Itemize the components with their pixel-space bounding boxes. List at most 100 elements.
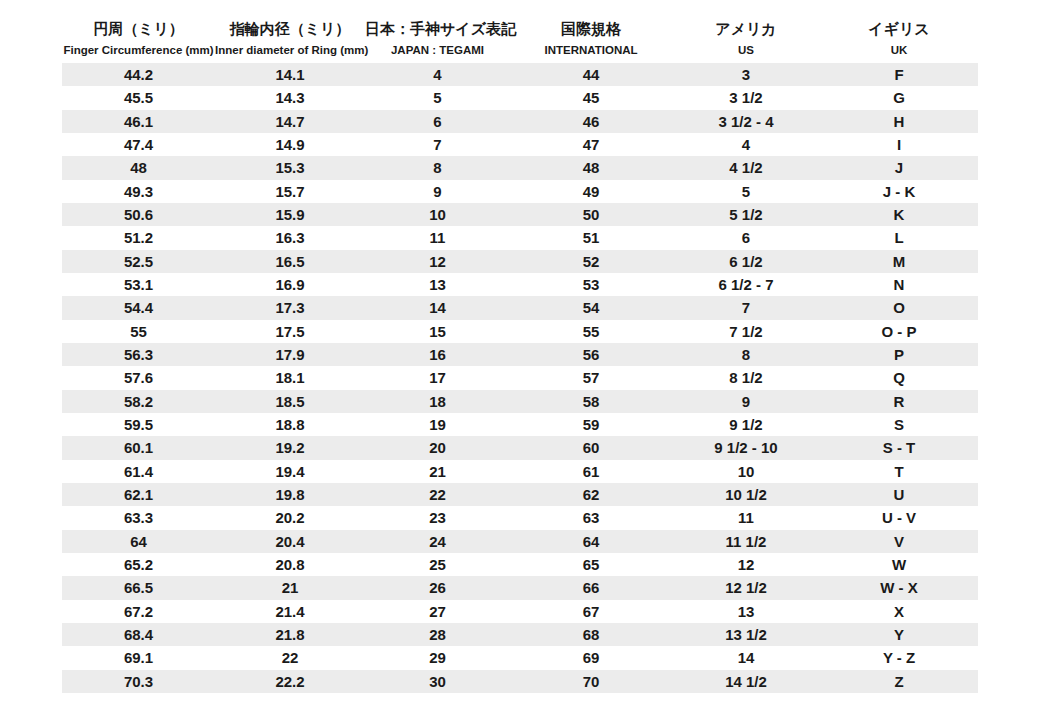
table-row: 5517.515557 1/2O - P — [62, 320, 978, 343]
table-cell: 52.5 — [62, 253, 215, 270]
table-cell: 8 — [672, 346, 820, 363]
header-jp-label: 円周（ミリ） — [62, 16, 215, 42]
table-cell: 56.3 — [62, 346, 215, 363]
table-cell: 69.1 — [62, 649, 215, 666]
table-cell: 14 — [365, 299, 510, 316]
table-cell: 13 — [365, 276, 510, 293]
table-row: 53.116.913536 1/2 - 7N — [62, 273, 978, 296]
table-cell: Y — [820, 626, 978, 643]
table-cell: J - K — [820, 183, 978, 200]
table-cell: 30 — [365, 673, 510, 690]
header-finger-circumference: 円周（ミリ） Finger Circumference (mm) — [62, 16, 215, 59]
table-cell: 48 — [62, 159, 215, 176]
table-cell: 19.4 — [215, 463, 365, 480]
header-en-label: Inner diameter of Ring (mm) — [215, 42, 365, 59]
table-cell: 29 — [365, 649, 510, 666]
table-row: 4815.38484 1/2J — [62, 156, 978, 179]
header-international: 国際規格 INTERNATIONAL — [510, 16, 672, 59]
table-row: 56.317.916568P — [62, 343, 978, 366]
table-cell: 53 — [510, 276, 672, 293]
table-cell: 11 — [365, 229, 510, 246]
table-cell: 4 — [365, 66, 510, 83]
table-cell: 5 1/2 — [672, 206, 820, 223]
table-cell: 57 — [510, 369, 672, 386]
table-cell: 49 — [510, 183, 672, 200]
table-cell: O - P — [820, 323, 978, 340]
table-cell: 4 — [672, 136, 820, 153]
table-cell: W — [820, 556, 978, 573]
table-cell: 6 1/2 — [672, 253, 820, 270]
table-row: 50.615.910505 1/2K — [62, 203, 978, 226]
table-cell: 16 — [365, 346, 510, 363]
table-row: 68.421.8286813 1/2Y — [62, 623, 978, 646]
table-cell: F — [820, 66, 978, 83]
table-cell: 61.4 — [62, 463, 215, 480]
table-cell: 66.5 — [62, 579, 215, 596]
table-cell: V — [820, 533, 978, 550]
table-cell: 11 — [672, 509, 820, 526]
table-cell: 46 — [510, 113, 672, 130]
table-cell: 9 1/2 - 10 — [672, 439, 820, 456]
table-cell: 21 — [215, 579, 365, 596]
table-cell: 17.3 — [215, 299, 365, 316]
table-cell: 22 — [365, 486, 510, 503]
table-cell: 65.2 — [62, 556, 215, 573]
table-cell: 18.5 — [215, 393, 365, 410]
table-cell: 58 — [510, 393, 672, 410]
table-cell: 45.5 — [62, 89, 215, 106]
table-row: 60.119.220609 1/2 - 10S - T — [62, 436, 978, 459]
table-row: 66.521266612 1/2W - X — [62, 576, 978, 599]
table-cell: 64 — [62, 533, 215, 550]
table-cell: 5 — [672, 183, 820, 200]
table-cell: 59.5 — [62, 416, 215, 433]
table-cell: 21.4 — [215, 603, 365, 620]
table-cell: 47.4 — [62, 136, 215, 153]
table-cell: 17.5 — [215, 323, 365, 340]
table-cell: 9 1/2 — [672, 416, 820, 433]
header-uk: イギリス UK — [820, 16, 978, 59]
table-header: 円周（ミリ） Finger Circumference (mm) 指輪内径（ミリ… — [62, 16, 978, 59]
table-cell: 21.8 — [215, 626, 365, 643]
table-cell: 22.2 — [215, 673, 365, 690]
table-cell: 9 — [672, 393, 820, 410]
table-cell: 64 — [510, 533, 672, 550]
table-cell: 63 — [510, 509, 672, 526]
table-row: 58.218.518589R — [62, 390, 978, 413]
table-cell: M — [820, 253, 978, 270]
table-cell: S — [820, 416, 978, 433]
table-cell: 51 — [510, 229, 672, 246]
header-jp-label: イギリス — [820, 16, 978, 42]
table-cell: 56 — [510, 346, 672, 363]
table-cell: J — [820, 159, 978, 176]
table-row: 63.320.2236311U - V — [62, 506, 978, 529]
header-en-label: INTERNATIONAL — [510, 42, 672, 59]
table-cell: 4 1/2 — [672, 159, 820, 176]
table-cell: K — [820, 206, 978, 223]
table-cell: 22 — [215, 649, 365, 666]
table-cell: 15.3 — [215, 159, 365, 176]
table-row: 57.618.117578 1/2Q — [62, 366, 978, 389]
table-cell: 14.7 — [215, 113, 365, 130]
table-cell: 18 — [365, 393, 510, 410]
table-cell: 16.9 — [215, 276, 365, 293]
table-cell: 66 — [510, 579, 672, 596]
table-cell: 9 — [365, 183, 510, 200]
table-cell: 25 — [365, 556, 510, 573]
table-cell: 21 — [365, 463, 510, 480]
table-cell: U — [820, 486, 978, 503]
table-cell: 52 — [510, 253, 672, 270]
table-cell: 54 — [510, 299, 672, 316]
table-cell: 58.2 — [62, 393, 215, 410]
table-cell: 24 — [365, 533, 510, 550]
table-cell: 11 1/2 — [672, 533, 820, 550]
table-cell: P — [820, 346, 978, 363]
header-en-label: US — [672, 42, 820, 59]
table-cell: 47 — [510, 136, 672, 153]
table-cell: T — [820, 463, 978, 480]
table-cell: 13 1/2 — [672, 626, 820, 643]
table-cell: 14.3 — [215, 89, 365, 106]
table-cell: 15.7 — [215, 183, 365, 200]
table-cell: 7 — [672, 299, 820, 316]
table-cell: 10 — [365, 206, 510, 223]
table-cell: 16.5 — [215, 253, 365, 270]
